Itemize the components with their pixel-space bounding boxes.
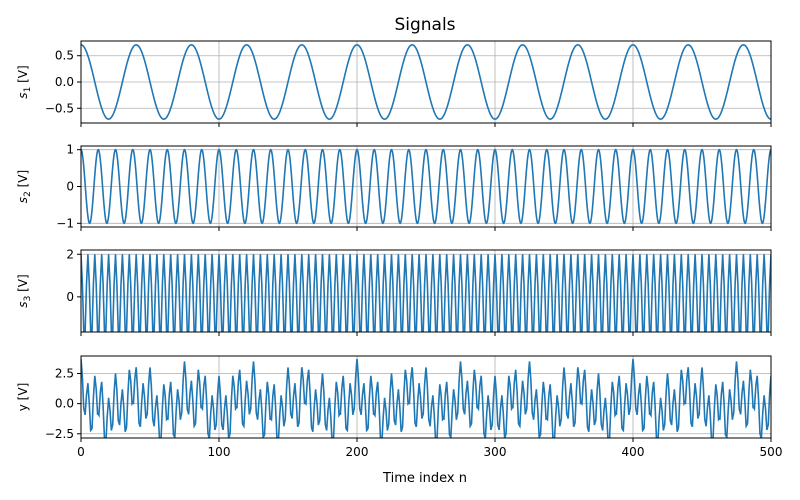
s3-subplot: 0 2 s3 [V] (16, 247, 772, 336)
y-axis-label-unit: [V] (16, 170, 30, 191)
y-axis-label-unit: [V] (16, 65, 30, 86)
y-tick-label: −0.5 (45, 101, 74, 115)
y-axis-label-subscript: 3 (23, 296, 33, 302)
y-tick-label: 0.0 (55, 397, 74, 411)
axes-frame (80, 355, 772, 439)
x-axis-label: Time index n (382, 471, 467, 486)
y-axis-label-main: y (16, 404, 30, 411)
x-tick-label: 500 (760, 445, 783, 459)
x-tick-label: 400 (622, 445, 645, 459)
figure-title: Signals (394, 15, 455, 35)
y-axis-label: s1 [V] (16, 65, 33, 98)
s2-series-line (81, 148, 771, 225)
y-axis-label-subscript: 1 (23, 87, 33, 93)
y-tick-label: 1 (66, 143, 74, 157)
y-tick-label: 0 (66, 290, 74, 304)
y-axis-label-subscript: 2 (23, 191, 33, 197)
y-axis-label: s3 [V] (16, 274, 33, 307)
y-axis-label-unit: [V] (16, 274, 30, 295)
x-tick-label: 100 (208, 445, 231, 459)
y-tick-label: −1 (56, 216, 74, 230)
y-axis-label: s2 [V] (16, 170, 33, 203)
x-tick-label: 200 (346, 445, 369, 459)
s3-series-line (81, 254, 771, 332)
y-tick-label: 0.5 (55, 49, 74, 63)
y-axis-label-main: s (16, 197, 30, 203)
y-axis-label-unit: [V] (16, 383, 30, 404)
axes-frame (80, 249, 772, 333)
x-tick-label: 300 (484, 445, 507, 459)
y-tick-label: −2.5 (45, 427, 74, 441)
y-tick-label: 0 (66, 180, 74, 194)
s1-subplot: −0.5 0.0 0.5 s1 [V] (16, 40, 772, 127)
y-tick-label: 2.5 (55, 366, 74, 380)
s2-subplot: −1 0 1 s2 [V] (16, 143, 772, 231)
y-tick-label: 2 (66, 247, 74, 261)
y-tick-label: 0.0 (55, 75, 74, 89)
y-axis-label-main: s (16, 301, 30, 307)
y-subplot: −2.5 0.0 2.5 0 100 200 300 400 500 y [V] (16, 355, 783, 459)
s1-series-line (81, 44, 771, 120)
y-axis-label-main: s (16, 92, 30, 98)
y-series-line (81, 358, 771, 438)
y-axis-label: y [V] (16, 383, 30, 412)
x-tick-label: 0 (77, 445, 85, 459)
